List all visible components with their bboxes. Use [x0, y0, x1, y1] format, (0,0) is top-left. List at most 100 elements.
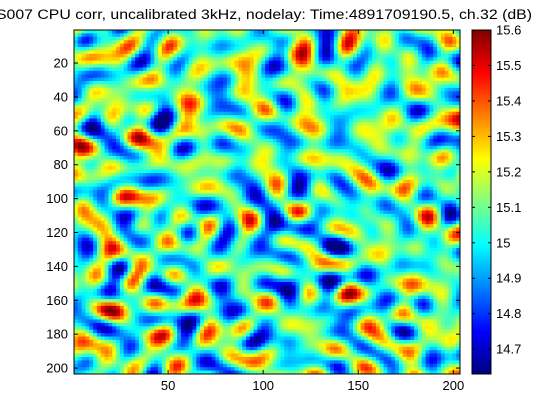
heatmap-cell	[165, 67, 171, 72]
heatmap-cell	[219, 118, 224, 123]
heatmap-cell	[265, 74, 270, 79]
heatmap-cell	[310, 125, 316, 130]
heatmap-cell	[161, 162, 167, 167]
heatmap-cell	[276, 60, 281, 65]
heatmap-cell	[440, 132, 446, 137]
heatmap-cell	[108, 108, 113, 113]
heatmap-cell	[352, 115, 358, 120]
heatmap-cell	[337, 186, 343, 191]
heatmap-cell	[425, 50, 431, 55]
heatmap-cell	[74, 33, 79, 38]
heatmap-cell	[303, 98, 308, 103]
heatmap-cell	[150, 196, 155, 201]
heatmap-cell	[372, 84, 377, 89]
heatmap-cell	[257, 193, 262, 198]
heatmap-cell	[383, 84, 388, 89]
heatmap-cell	[284, 67, 289, 72]
heatmap-cell	[261, 60, 266, 65]
heatmap-cell	[230, 84, 236, 89]
heatmap-cell	[234, 162, 239, 167]
heatmap-cell	[333, 40, 339, 45]
heatmap-cell	[177, 36, 182, 41]
heatmap-cell	[398, 156, 404, 161]
heatmap-cell	[181, 149, 186, 154]
heatmap-cell	[284, 169, 289, 174]
heatmap-cell	[375, 183, 381, 188]
heatmap-cell	[307, 176, 312, 181]
heatmap-cell	[444, 121, 450, 126]
heatmap-cell	[108, 128, 113, 133]
heatmap-cell	[192, 166, 197, 171]
heatmap-cell	[276, 145, 281, 150]
heatmap-cell	[116, 101, 121, 106]
heatmap-cell	[452, 162, 457, 167]
heatmap-cell	[395, 125, 400, 130]
heatmap-cell	[142, 156, 148, 161]
heatmap-cell	[245, 142, 251, 147]
heatmap-cell	[93, 111, 98, 116]
heatmap-cell	[181, 132, 186, 137]
heatmap-cell	[379, 67, 385, 72]
heatmap-cell	[395, 145, 400, 150]
heatmap-cell	[383, 36, 388, 41]
heatmap-cell	[372, 125, 377, 130]
heatmap-cell	[364, 193, 369, 198]
heatmap-cell	[299, 169, 304, 174]
heatmap-cell	[261, 87, 266, 92]
heatmap-cell	[333, 98, 339, 103]
heatmap-cell	[414, 53, 419, 58]
heatmap-cell	[364, 149, 369, 154]
heatmap-cell	[333, 111, 339, 116]
heatmap-cell	[421, 53, 427, 58]
heatmap-cell	[85, 57, 90, 62]
heatmap-cell	[326, 125, 331, 130]
heatmap-cell	[395, 67, 400, 72]
heatmap-cell	[173, 159, 178, 164]
heatmap-cell	[135, 74, 140, 79]
heatmap-cell	[100, 166, 106, 171]
heatmap-cell	[161, 196, 167, 201]
heatmap-cell	[127, 81, 132, 86]
heatmap-cell	[417, 70, 423, 75]
heatmap-cell	[352, 91, 358, 96]
heatmap-cell	[406, 145, 411, 150]
heatmap-cell	[203, 74, 209, 79]
heatmap-cell	[108, 183, 113, 188]
heatmap-cell	[437, 43, 442, 48]
heatmap-cell	[165, 77, 171, 82]
heatmap-cell	[261, 190, 266, 195]
heatmap-cell	[93, 135, 98, 140]
heatmap-cell	[414, 50, 419, 55]
heatmap-cell	[268, 132, 274, 137]
heatmap-cell	[230, 159, 236, 164]
heatmap-cell	[345, 36, 350, 41]
heatmap-cell	[249, 101, 255, 106]
heatmap-cell	[307, 118, 312, 123]
heatmap-cell	[307, 193, 312, 198]
heatmap-cell	[307, 179, 312, 184]
heatmap-cell	[421, 173, 427, 178]
heatmap-cell	[303, 166, 308, 171]
heatmap-cell	[352, 64, 358, 69]
heatmap-cell	[188, 193, 194, 198]
heatmap-cell	[398, 128, 404, 133]
heatmap-cell	[265, 179, 270, 184]
heatmap-cell	[238, 121, 243, 126]
heatmap-cell	[444, 57, 450, 62]
heatmap-cell	[192, 183, 197, 188]
heatmap-cell	[364, 121, 369, 126]
heatmap-cell	[154, 47, 159, 52]
heatmap-cell	[360, 64, 366, 69]
heatmap-cell	[127, 166, 132, 171]
heatmap-cell	[310, 50, 316, 55]
heatmap-cell	[326, 108, 331, 113]
heatmap-cell	[93, 121, 98, 126]
heatmap-cell	[288, 179, 293, 184]
heatmap-cell	[138, 138, 144, 143]
heatmap-cell	[177, 47, 182, 52]
heatmap-cell	[108, 159, 113, 164]
heatmap-cell	[395, 47, 400, 52]
heatmap-cell	[448, 104, 453, 109]
heatmap-cell	[284, 50, 289, 55]
heatmap-cell	[330, 162, 335, 167]
